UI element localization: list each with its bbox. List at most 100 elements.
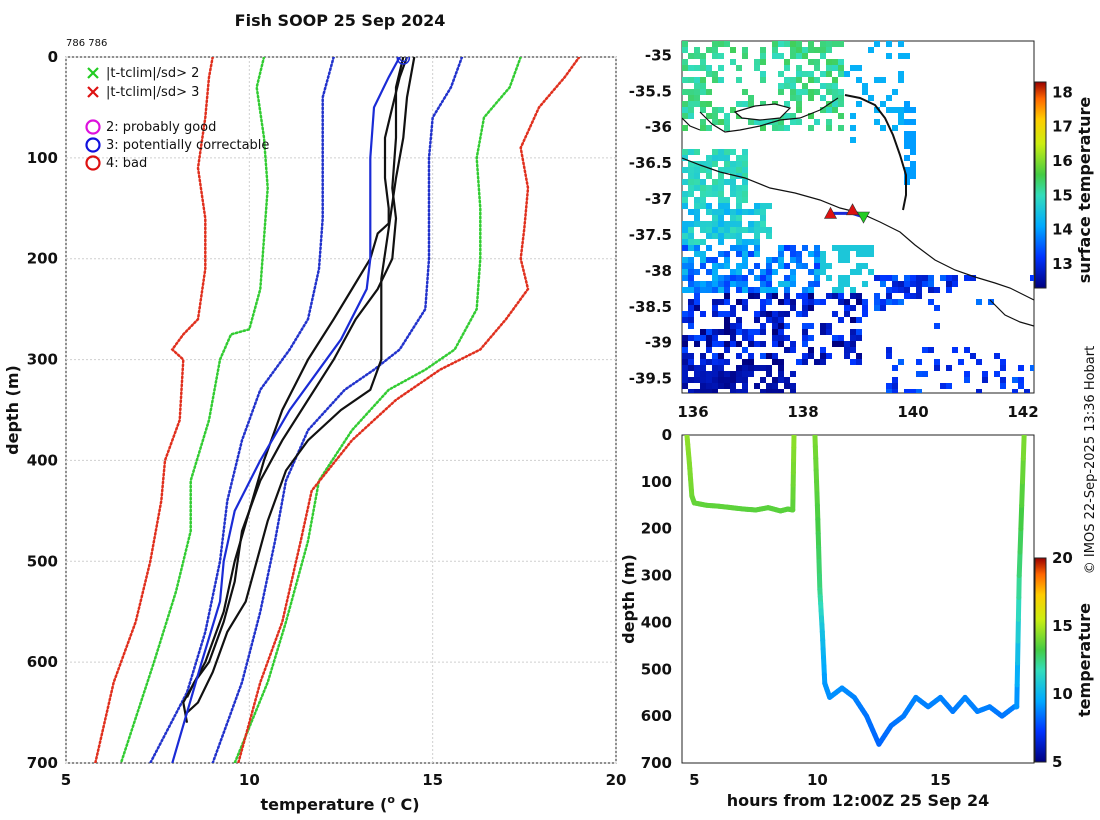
sst-cell (736, 341, 742, 347)
sst-cell (886, 287, 892, 293)
sst-cell (724, 161, 730, 167)
sst-cell (772, 41, 778, 47)
sst-cell (922, 371, 928, 377)
sst-cell (688, 221, 694, 227)
sst-cell (724, 197, 730, 203)
sst-cell (694, 185, 700, 191)
sst-cell (796, 95, 802, 101)
sst-cell (1030, 365, 1034, 371)
sst-cell (808, 281, 814, 287)
sst-cell (742, 263, 748, 269)
sst-cell (808, 89, 814, 95)
sst-cell (742, 227, 748, 233)
sst-cell (754, 365, 760, 371)
sst-cell (838, 95, 844, 101)
sst-cell (760, 353, 766, 359)
sst-cell (682, 77, 688, 83)
sst-cell (730, 107, 736, 113)
sst-cell (724, 119, 730, 125)
sst-cell (694, 281, 700, 287)
sst-cell (694, 335, 700, 341)
sst-cell (760, 125, 766, 131)
sst-cell (712, 215, 718, 221)
hours-x-tick: 10 (807, 771, 828, 789)
sst-cell (754, 341, 760, 347)
temperature-colorbar-ticks: 5 10 15 20 (1052, 549, 1073, 771)
sst-cell (778, 359, 784, 365)
sst-cell (706, 185, 712, 191)
sst-cell (712, 281, 718, 287)
sst-cell (844, 311, 850, 317)
sst-colorbar-tick: 17 (1052, 118, 1073, 136)
sst-cell (694, 221, 700, 227)
sst-cell (688, 389, 694, 393)
sst-cell (856, 65, 862, 71)
sst-cell (778, 317, 784, 323)
sst-cell (766, 293, 772, 299)
sst-cell (880, 299, 886, 305)
sst-cell (700, 287, 706, 293)
sst-cell (688, 359, 694, 365)
series-clim-3sd (94, 57, 214, 763)
track-marker (823, 206, 838, 219)
sst-cell (706, 167, 712, 173)
sst-cell (742, 359, 748, 365)
sst-cell (682, 191, 688, 197)
sst-cell (760, 71, 766, 77)
sst-cell (814, 245, 820, 251)
sst-cell (760, 341, 766, 347)
sst-cell (790, 347, 796, 353)
sst-cell (706, 113, 712, 119)
sst-cell (832, 95, 838, 101)
sst-cell (766, 203, 772, 209)
sst-cell (838, 299, 844, 305)
sst-cell (754, 245, 760, 251)
sst-cell (886, 41, 892, 47)
sst-cell (904, 101, 910, 107)
sst-cell (724, 155, 730, 161)
map-y-tick: -37.5 (629, 226, 672, 244)
sst-cell (706, 221, 712, 227)
sst-cell (880, 281, 886, 287)
sst-cell (796, 65, 802, 71)
sst-cell (730, 233, 736, 239)
sst-cell (832, 89, 838, 95)
sst-cell (712, 233, 718, 239)
sst-cell (760, 203, 766, 209)
sst-cell (850, 329, 856, 335)
hours-track-segment (1016, 549, 1023, 579)
sst-cell (712, 365, 718, 371)
sst-colorbar-tick: 13 (1052, 255, 1073, 273)
sst-cell (838, 245, 844, 251)
sst-cell (796, 263, 802, 269)
sst-cell (886, 95, 892, 101)
sst-cell (856, 299, 862, 305)
sst-cell (1018, 365, 1024, 371)
credit-text: © IMOS 22-Sep-2025 13:36 Hobart (1083, 346, 1098, 574)
sst-cell (718, 107, 724, 113)
sst-cell (784, 275, 790, 281)
sst-cell (682, 341, 688, 347)
sst-cell (772, 377, 778, 383)
sst-cell (742, 305, 748, 311)
map-y-tick: -37 (645, 190, 672, 208)
sst-cell (856, 359, 862, 365)
sst-cell (772, 311, 778, 317)
coastline (682, 94, 1034, 327)
sst-cell (706, 65, 712, 71)
y-tick-label: 400 (27, 451, 58, 469)
sst-cell (724, 293, 730, 299)
sst-cell (778, 263, 784, 269)
sst-cell (766, 269, 772, 275)
series-clim-1sd (149, 57, 335, 763)
sst-cell (712, 107, 718, 113)
hours-y-tick: 200 (641, 520, 672, 538)
sst-cell (772, 53, 778, 59)
sst-cell (808, 95, 814, 101)
sst-cell (814, 269, 820, 275)
sst-cell (688, 365, 694, 371)
y-tick-label: 600 (27, 653, 58, 671)
sst-cell (778, 245, 784, 251)
sst-cell (898, 77, 904, 83)
sst-cell (730, 275, 736, 281)
